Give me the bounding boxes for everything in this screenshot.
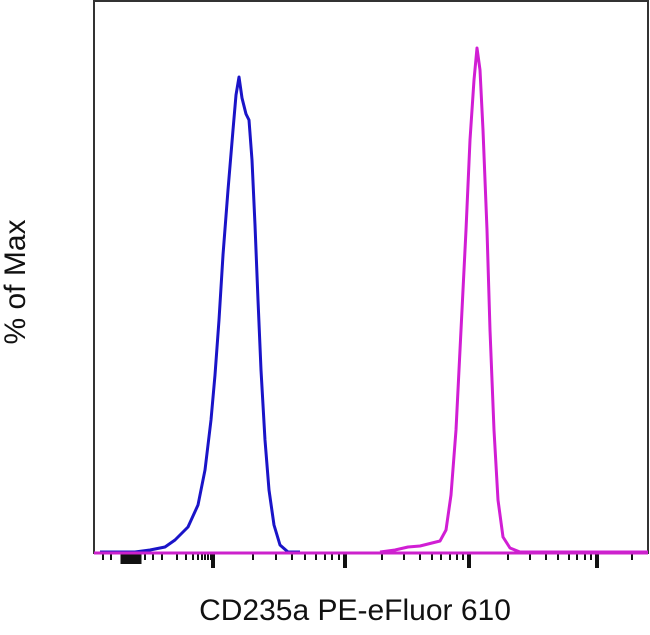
- stained-histogram-line: [379, 46, 648, 554]
- control-histogram-line: [100, 75, 300, 554]
- x-axis-label: CD235a PE-eFluor 610: [199, 594, 511, 627]
- x-axis-ticks: [102, 554, 633, 568]
- y-axis-label: % of Max: [0, 219, 32, 345]
- plot-frame: [93, 0, 649, 554]
